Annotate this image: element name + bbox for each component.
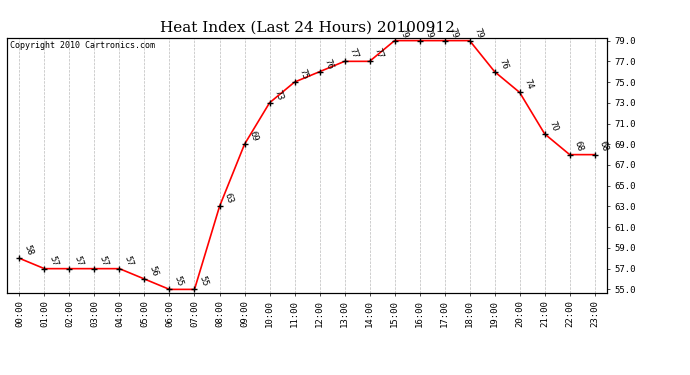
Text: 57: 57 <box>122 254 135 267</box>
Text: 69: 69 <box>247 130 259 143</box>
Text: 77: 77 <box>347 47 359 60</box>
Text: 63: 63 <box>222 192 235 205</box>
Text: Copyright 2010 Cartronics.com: Copyright 2010 Cartronics.com <box>10 41 155 50</box>
Text: 75: 75 <box>297 68 309 81</box>
Title: Heat Index (Last 24 Hours) 20100912: Heat Index (Last 24 Hours) 20100912 <box>159 21 455 35</box>
Text: 57: 57 <box>97 254 109 267</box>
Text: 79: 79 <box>397 26 409 39</box>
Text: 73: 73 <box>273 88 284 101</box>
Text: 77: 77 <box>373 47 384 60</box>
Text: 58: 58 <box>22 244 34 257</box>
Text: 79: 79 <box>447 26 460 39</box>
Text: 56: 56 <box>147 265 159 278</box>
Text: 57: 57 <box>47 254 59 267</box>
Text: 76: 76 <box>322 57 335 70</box>
Text: 68: 68 <box>573 140 584 153</box>
Text: 76: 76 <box>497 57 509 70</box>
Text: 68: 68 <box>598 140 609 153</box>
Text: 79: 79 <box>422 26 435 39</box>
Text: 55: 55 <box>197 275 209 288</box>
Text: 55: 55 <box>172 275 184 288</box>
Text: 79: 79 <box>473 26 484 39</box>
Text: 70: 70 <box>547 120 560 132</box>
Text: 57: 57 <box>72 254 84 267</box>
Text: 74: 74 <box>522 78 535 91</box>
